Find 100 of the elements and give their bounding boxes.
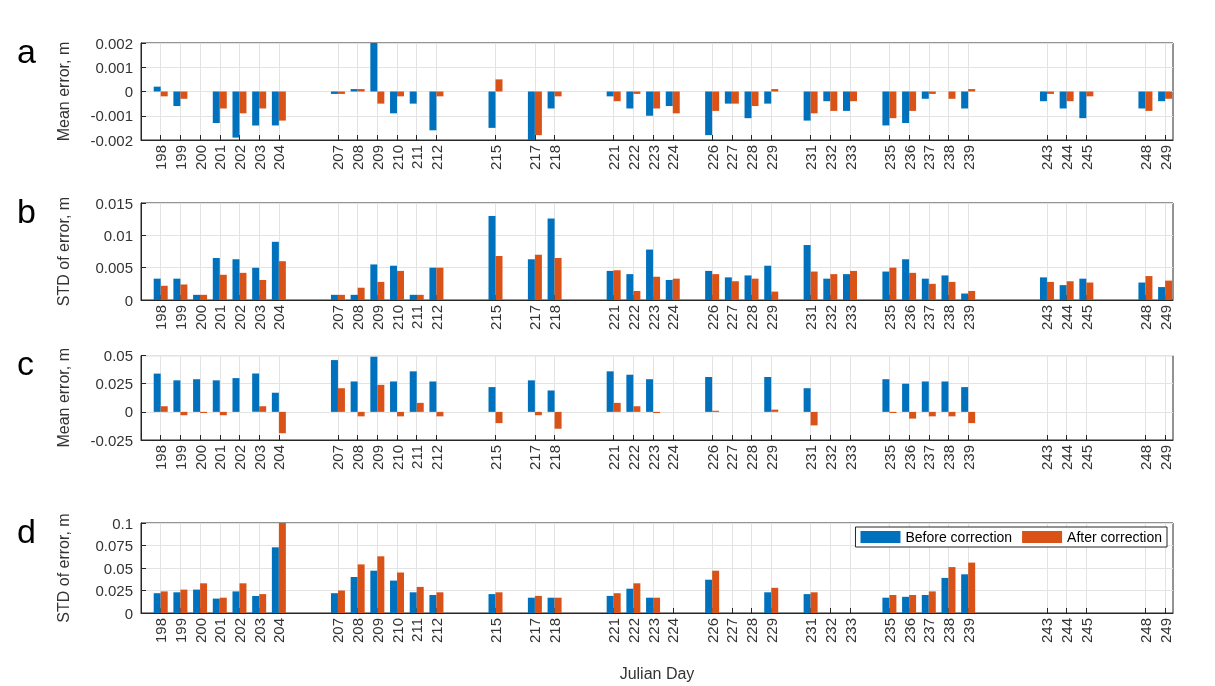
x-tick-label: 200 — [191, 618, 209, 644]
bar — [259, 279, 267, 300]
bar — [705, 579, 713, 613]
bar — [633, 290, 641, 300]
bar — [330, 360, 338, 412]
bar — [409, 91, 417, 104]
bar — [219, 597, 227, 613]
bar — [252, 91, 260, 126]
bar — [803, 245, 811, 300]
bar — [547, 91, 555, 109]
bar — [1059, 285, 1067, 300]
bar — [1066, 91, 1074, 102]
x-tick-label: 232 — [821, 618, 839, 644]
x-tick-label: 236 — [900, 618, 918, 644]
bar — [1138, 282, 1146, 300]
bar — [902, 596, 910, 613]
x-tick-label: 203 — [250, 145, 268, 171]
x-tick-label: 202 — [230, 145, 248, 171]
bar — [232, 378, 240, 412]
bar — [416, 402, 424, 412]
bar — [921, 278, 929, 300]
x-tick-label: 239 — [959, 145, 977, 171]
x-tick-label: 218 — [546, 145, 564, 171]
x-tick-label: 215 — [487, 145, 504, 171]
bar — [390, 580, 398, 613]
y-axis-title: STD of error, m — [54, 513, 72, 623]
bar — [271, 392, 279, 412]
y-axis-title: STD of error, m — [54, 196, 72, 307]
bar — [193, 294, 201, 300]
x-tick-label: 202 — [230, 618, 248, 644]
bar — [731, 91, 739, 104]
x-tick-label: 222 — [624, 145, 642, 171]
x-tick-label: 200 — [191, 145, 209, 171]
x-tick-label: 207 — [329, 305, 347, 331]
x-tick-label: 199 — [171, 618, 189, 644]
x-tick-label: 221 — [605, 618, 623, 644]
x-tick-label: 221 — [605, 305, 623, 331]
bar — [909, 411, 917, 419]
bar — [527, 380, 535, 412]
x-tick-label: 248 — [1136, 305, 1154, 331]
bar — [357, 287, 365, 300]
y-tick-label: 0 — [124, 403, 133, 421]
bar — [889, 91, 897, 119]
x-tick-label: 215 — [487, 445, 504, 471]
bar — [843, 91, 851, 111]
bar — [882, 379, 890, 412]
bar — [377, 91, 385, 104]
bar — [672, 91, 680, 114]
bar — [1059, 91, 1067, 109]
bar — [633, 406, 641, 412]
bar — [527, 91, 535, 140]
y-tick-label: 0.002 — [95, 34, 133, 52]
bar — [436, 267, 444, 300]
x-tick-label: 239 — [959, 445, 977, 471]
x-tick-label: 209 — [368, 445, 386, 471]
bar — [803, 388, 811, 412]
bar — [337, 294, 345, 300]
x-tick-label: 212 — [427, 305, 445, 331]
x-tick-label: 198 — [152, 145, 170, 171]
bar — [1158, 91, 1166, 102]
x-tick-label: 228 — [743, 145, 761, 171]
bar — [823, 278, 831, 300]
chart-title: c — [17, 344, 34, 382]
x-tick-label: 227 — [723, 618, 741, 644]
bar — [173, 278, 181, 300]
bar — [613, 593, 621, 613]
x-tick-label: 232 — [821, 445, 839, 471]
bar — [646, 379, 654, 412]
x-tick-label: 199 — [171, 305, 189, 331]
x-tick-label: 228 — [743, 305, 761, 331]
x-tick-label: 218 — [546, 618, 564, 644]
x-tick-label: 201 — [211, 145, 229, 171]
bar — [961, 293, 969, 300]
bar — [928, 591, 936, 613]
x-tick-label: 221 — [605, 145, 623, 171]
bar — [547, 390, 555, 412]
x-tick-label: 204 — [270, 305, 288, 331]
bar — [554, 257, 562, 300]
bar — [850, 270, 858, 300]
bar — [219, 274, 227, 300]
x-tick-label: 223 — [644, 145, 662, 171]
x-axis-title: Julian Day — [619, 664, 695, 682]
bar — [173, 592, 181, 613]
x-tick-label: 217 — [526, 445, 544, 471]
x-tick-label: 207 — [329, 145, 347, 171]
bar — [390, 265, 398, 300]
bar — [160, 591, 168, 613]
bar — [357, 564, 365, 613]
x-tick-label: 217 — [526, 618, 544, 644]
x-tick-label: 224 — [664, 618, 682, 644]
bar — [902, 383, 910, 412]
bar — [232, 91, 240, 138]
bar — [921, 595, 929, 613]
y-tick-label: 0 — [124, 604, 133, 622]
bar — [212, 598, 220, 613]
chart-title: b — [17, 192, 36, 230]
bar — [810, 592, 818, 613]
bar — [1066, 281, 1074, 300]
y-tick-label: -0.025 — [90, 431, 133, 449]
bar — [180, 589, 188, 613]
